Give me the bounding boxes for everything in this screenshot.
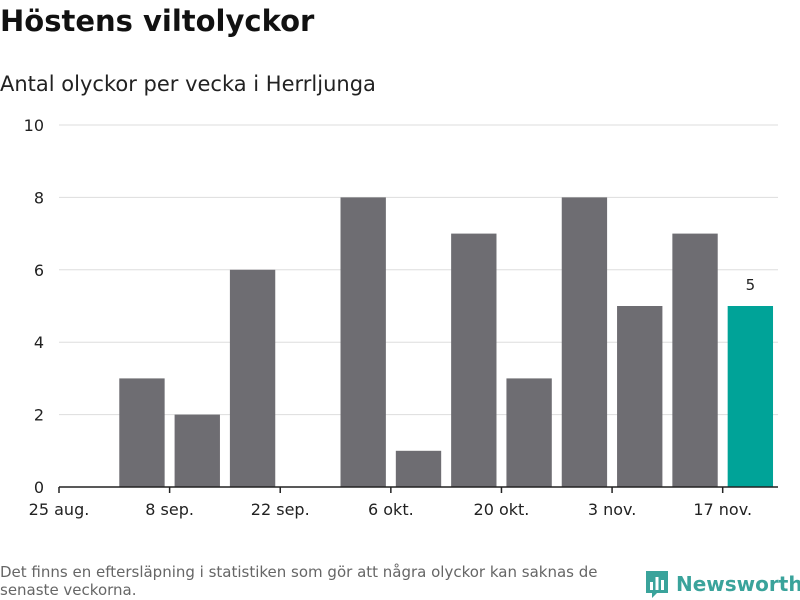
x-axis: 25 aug. 8 sep. 22 sep. 6 okt. 20 okt. 3 nov. 1…: [29, 486, 778, 519]
bar: [119, 378, 165, 487]
y-tick-label: 8: [34, 188, 44, 207]
newsworthy-chart-icon: [646, 571, 668, 598]
bar: [229, 269, 276, 487]
bar: [395, 450, 442, 487]
chart-title: Höstens viltolyckor: [0, 4, 315, 38]
bar: [617, 306, 663, 487]
y-axis-ticks: 0 2 4 6 8 10: [24, 116, 44, 497]
chart-subtitle: Antal olyckor per vecka i Herrljunga: [0, 72, 376, 96]
brand-name: Newsworthy: [676, 572, 800, 596]
bar: [340, 197, 386, 487]
bar-highlight: [727, 306, 774, 487]
bar: [174, 414, 220, 487]
y-tick-label: 10: [24, 116, 44, 135]
bars: [119, 197, 774, 487]
y-tick-label: 2: [34, 406, 44, 425]
y-tick-label: 6: [34, 261, 44, 280]
bar: [672, 233, 718, 487]
x-tick-label: 3 nov.: [588, 500, 637, 519]
bar: [561, 197, 608, 487]
gridlines: [59, 124, 778, 416]
x-tick-label: 17 nov.: [693, 500, 752, 519]
bar: [506, 378, 552, 487]
x-tick-label: 6 okt.: [368, 500, 414, 519]
y-tick-label: 0: [34, 478, 44, 497]
data-label: 5: [746, 276, 756, 294]
x-tick-label: 8 sep.: [145, 500, 194, 519]
y-tick-label: 4: [34, 333, 44, 352]
x-tick-label: 25 aug.: [29, 500, 90, 519]
x-tick-label: 22 sep.: [251, 500, 310, 519]
bar: [451, 233, 497, 487]
bar-chart: 0 2 4 6 8 10 5 25 aug. 8 sep. 22 sep. 6 okt. 20 o…: [24, 116, 778, 519]
x-tick-label: 20 okt.: [474, 500, 530, 519]
data-labels: 5: [746, 276, 756, 294]
footnote: Det finns en eftersläpning i statistiken…: [0, 563, 598, 599]
brand-logo: Newsworthy: [644, 569, 800, 599]
